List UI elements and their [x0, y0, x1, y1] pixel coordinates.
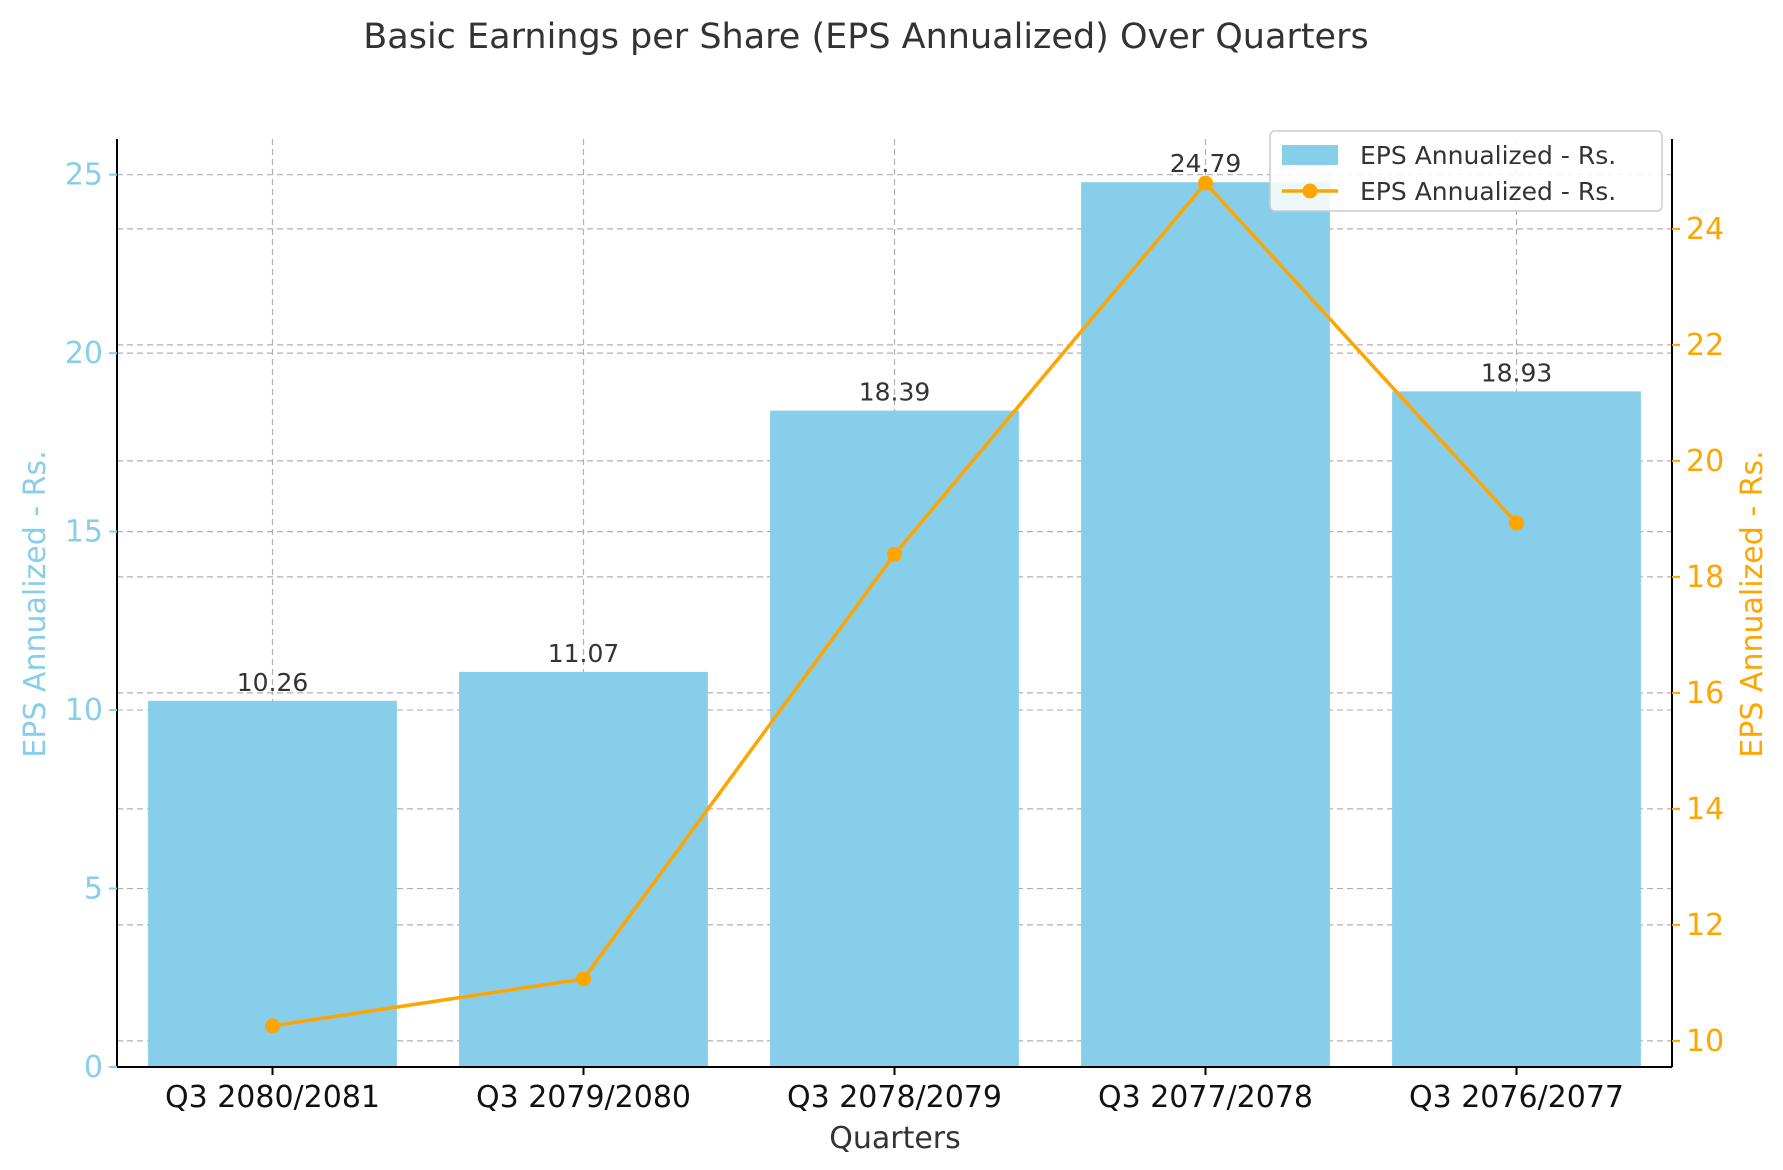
bar-data-label: 11.07 [548, 639, 620, 668]
chart-title: Basic Earnings per Share (EPS Annualized… [363, 17, 1368, 57]
right-axis-ticks: 10 12 14 16 18 20 22 24 [1672, 212, 1724, 1059]
right-tick-label: 10 [1686, 1024, 1724, 1059]
bar [148, 700, 397, 1067]
right-tick-label: 24 [1686, 212, 1724, 247]
x-axis-ticks: Q3 2080/2081 Q3 2079/2080 Q3 2078/2079 Q3 2… [165, 1067, 1624, 1115]
bar-data-label: 18.93 [1481, 358, 1553, 387]
right-tick-label: 22 [1686, 328, 1724, 363]
bar-data-label: 18.39 [859, 378, 931, 407]
x-tick-label: Q3 2080/2081 [165, 1080, 380, 1115]
line-series [265, 175, 1524, 1034]
right-tick-label: 14 [1686, 792, 1724, 827]
legend: EPS Annualized - Rs. EPS Annualized - Rs. [1269, 130, 1663, 212]
left-tick-label: 10 [65, 693, 103, 728]
right-axis-title: EPS Annualized - Rs. [1735, 450, 1770, 757]
line-point [1509, 515, 1524, 531]
bar [459, 671, 708, 1067]
legend-swatch-marker [1302, 183, 1318, 199]
left-tick-label: 5 [84, 872, 103, 907]
left-tick-label: 0 [84, 1050, 103, 1085]
right-tick-label: 12 [1686, 908, 1724, 943]
line-point [576, 971, 591, 987]
left-axis-title: EPS Annualized - Rs. [18, 450, 53, 757]
bar-data-labels: 10.26 11.07 18.39 24.79 18.93 [237, 149, 1553, 697]
right-tick-label: 18 [1686, 560, 1724, 595]
x-tick-label: Q3 2076/2077 [1409, 1080, 1624, 1115]
bar-data-label: 24.79 [1170, 149, 1242, 178]
legend-box [1269, 130, 1663, 212]
line-point [265, 1018, 280, 1034]
bar [1392, 391, 1641, 1067]
left-tick-label: 20 [65, 336, 103, 371]
right-tick-label: 20 [1686, 444, 1724, 479]
line-point [887, 546, 902, 562]
legend-label-bar: EPS Annualized - Rs. [1360, 141, 1616, 170]
left-tick-label: 15 [65, 515, 103, 550]
bar [770, 410, 1019, 1067]
left-tick-label: 25 [65, 158, 103, 193]
line-point [1198, 175, 1213, 191]
legend-label-line: EPS Annualized - Rs. [1360, 177, 1616, 206]
x-axis-title: Quarters [829, 1121, 961, 1156]
bar-series [148, 182, 1641, 1068]
x-tick-label: Q3 2079/2080 [476, 1080, 691, 1115]
legend-swatch-bar [1282, 145, 1338, 165]
right-tick-label: 16 [1686, 676, 1724, 711]
x-tick-label: Q3 2077/2078 [1098, 1080, 1313, 1115]
bar-data-label: 10.26 [237, 668, 309, 697]
bar [1081, 182, 1330, 1068]
left-axis-ticks: 0 5 10 15 20 25 [65, 158, 117, 1085]
x-tick-label: Q3 2078/2079 [787, 1080, 1002, 1115]
